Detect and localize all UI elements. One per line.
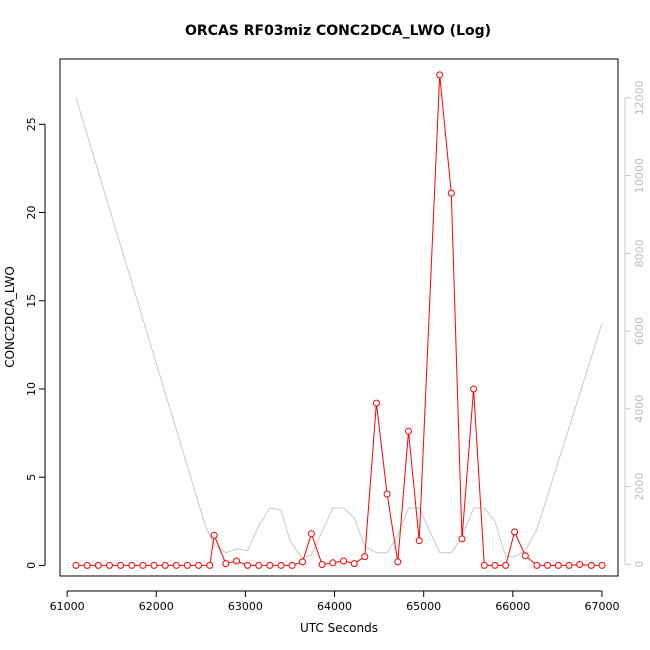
data-point xyxy=(117,561,125,569)
axes-layer: 61000 62000 63000 64000 65000 66000 67000 0 5 10 1… xyxy=(25,80,646,613)
data-point xyxy=(415,537,423,545)
x-tick-label: 64000 xyxy=(317,600,352,613)
y2-tick-label: 4000 xyxy=(633,395,646,423)
data-point xyxy=(150,561,158,569)
x-tick-label: 63000 xyxy=(228,600,263,613)
x-axis-label: UTC Seconds xyxy=(300,621,378,635)
data-point xyxy=(383,490,391,498)
y2-tick-label: 0 xyxy=(633,561,646,568)
x-tick-label: 65000 xyxy=(406,600,441,613)
y-tick-label: 10 xyxy=(25,382,38,396)
data-point xyxy=(491,561,499,569)
data-point xyxy=(554,561,562,569)
data-point xyxy=(288,561,296,569)
x-tick-label: 62000 xyxy=(139,600,174,613)
data-point xyxy=(206,561,214,569)
data-point xyxy=(184,561,191,569)
data-point xyxy=(361,553,369,561)
y2-tick-label: 8000 xyxy=(633,239,646,267)
y2-tick-label: 10000 xyxy=(633,158,646,193)
data-point xyxy=(372,399,380,407)
data-point xyxy=(565,561,573,569)
data-point xyxy=(329,559,337,567)
data-point xyxy=(394,558,402,566)
chart-title: ORCAS RF03miz CONC2DCA_LWO (Log) xyxy=(185,23,491,39)
data-point xyxy=(598,561,606,569)
data-point xyxy=(255,561,263,569)
data-point xyxy=(576,561,584,568)
data-point xyxy=(511,528,519,536)
y-tick-label: 15 xyxy=(25,294,38,308)
x-tick-label: 66000 xyxy=(495,600,530,613)
data-point xyxy=(299,558,306,566)
data-point xyxy=(210,531,218,539)
data-point xyxy=(533,561,541,569)
secondary-series-line xyxy=(75,97,603,560)
primary-series-line xyxy=(76,74,602,566)
plot-area xyxy=(59,58,619,577)
data-point xyxy=(233,557,240,565)
data-point xyxy=(502,561,510,569)
data-point xyxy=(458,535,466,543)
y2-tick-label: 12000 xyxy=(633,80,646,115)
data-point xyxy=(405,427,412,435)
data-point xyxy=(106,561,113,569)
data-point xyxy=(470,385,478,393)
data-point xyxy=(172,561,180,569)
data-point xyxy=(436,71,444,79)
data-point xyxy=(340,557,347,565)
data-point xyxy=(277,561,285,569)
data-point xyxy=(222,560,230,568)
y-tick-label: 0 xyxy=(25,562,38,569)
data-point xyxy=(244,561,252,569)
data-point xyxy=(480,561,488,569)
x-tick-label: 67000 xyxy=(584,600,619,613)
data-point xyxy=(587,561,595,569)
y2-tick-label: 2000 xyxy=(633,473,646,501)
data-point xyxy=(447,189,455,197)
y-tick-label: 20 xyxy=(25,206,38,220)
data-point xyxy=(544,561,552,569)
data-point xyxy=(94,561,102,569)
data-point xyxy=(83,561,91,569)
data-point xyxy=(128,561,136,569)
data-point xyxy=(318,561,326,568)
data-point xyxy=(521,552,529,560)
data-point xyxy=(350,560,358,568)
series-layer xyxy=(72,71,606,569)
data-point xyxy=(266,561,274,569)
data-point xyxy=(72,561,80,569)
data-point xyxy=(195,561,203,569)
data-point xyxy=(307,530,315,538)
y-tick-label: 25 xyxy=(25,117,38,131)
y2-tick-label: 6000 xyxy=(633,317,646,345)
data-point xyxy=(139,561,147,569)
data-point xyxy=(161,561,169,569)
y-tick-label: 5 xyxy=(25,474,38,481)
x-tick-label: 61000 xyxy=(50,600,85,613)
y-axis-label: CONC2DCA_LWO xyxy=(3,266,17,368)
